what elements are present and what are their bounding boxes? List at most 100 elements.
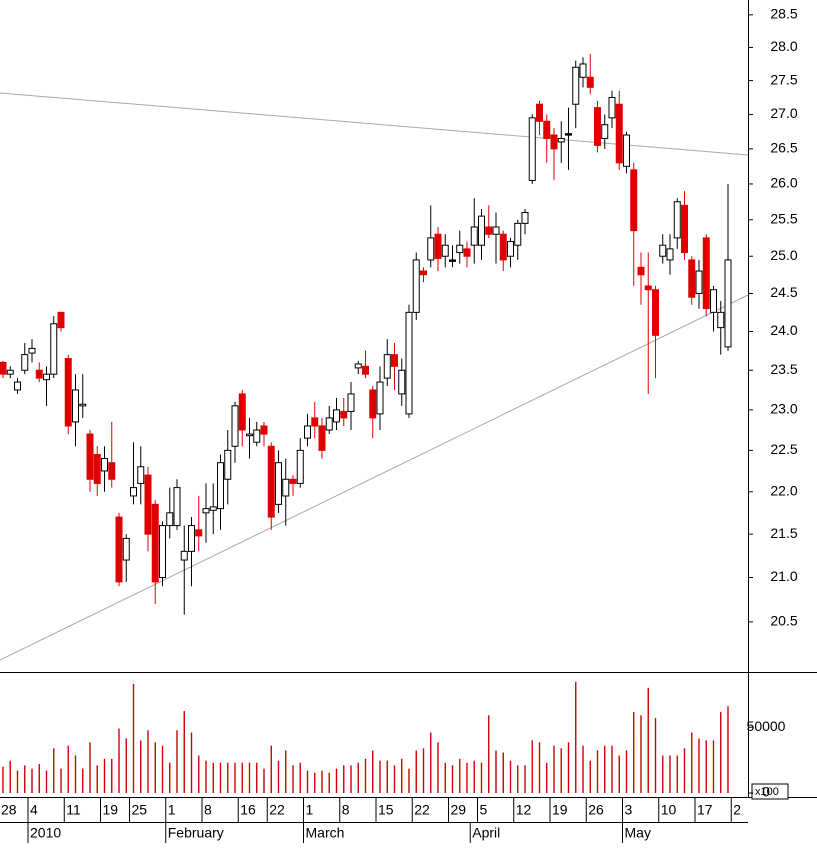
x-tick-label: 8 <box>204 802 212 818</box>
x-tick-label: 28 <box>1 802 17 818</box>
candle-body <box>659 244 667 257</box>
y-tick-label: 25.5 <box>770 210 797 226</box>
candle-body <box>630 169 638 232</box>
candle-body <box>217 462 224 510</box>
candle-body <box>325 417 333 431</box>
candle-body <box>441 244 449 257</box>
candle-body <box>391 354 398 367</box>
x-tick-label: 29 <box>451 802 467 818</box>
candle-body <box>173 487 181 527</box>
y-tick-label: 24.0 <box>770 322 797 338</box>
candle-body <box>296 449 304 484</box>
x-tick-label: 1 <box>168 802 176 818</box>
candle-body <box>601 124 609 139</box>
candle-body <box>282 478 290 497</box>
candle-body <box>427 237 435 261</box>
candle-body <box>238 393 246 431</box>
candle-body <box>14 381 21 391</box>
y-tick-label: 26.0 <box>770 175 797 191</box>
candle-body <box>43 373 50 381</box>
month-label: March <box>306 825 345 841</box>
x-tick-label: 22 <box>414 802 430 818</box>
candle-body <box>275 462 282 505</box>
candle-body <box>623 134 630 167</box>
candle-body <box>608 96 616 119</box>
month-label: 2010 <box>30 825 61 841</box>
candle-body <box>180 550 188 561</box>
candle-body <box>615 103 623 164</box>
y-tick-label: 21.5 <box>770 525 797 541</box>
candle-body <box>57 311 65 329</box>
y-tick-label: 22.5 <box>770 441 797 457</box>
candle-body <box>695 270 703 294</box>
unit-label: x100 <box>755 786 779 798</box>
candle-body <box>557 137 565 143</box>
candle-body <box>209 506 217 511</box>
candle-body <box>267 445 275 518</box>
y-tick-label: 22.0 <box>770 482 797 498</box>
candle-body <box>470 226 478 246</box>
candle-body <box>195 529 203 537</box>
candle-body <box>340 410 348 419</box>
candle-body <box>202 508 210 514</box>
x-tick-label: 4 <box>30 802 38 818</box>
y-tick-label: 27.0 <box>770 105 797 121</box>
x-tick-label: 5 <box>480 802 488 818</box>
candle-body <box>166 512 174 527</box>
candle-body <box>28 347 36 354</box>
candle-body <box>122 537 130 561</box>
candle-body <box>565 133 572 136</box>
candle-body <box>253 429 261 443</box>
x-tick-label: 8 <box>342 802 350 818</box>
candle-body <box>108 462 116 480</box>
candle-body <box>550 134 558 150</box>
candle-body <box>398 369 406 395</box>
candle-body <box>463 248 471 257</box>
candle-body <box>318 425 326 451</box>
candle-body <box>347 393 355 412</box>
candle-body <box>130 487 137 497</box>
candle-body <box>652 289 659 336</box>
candle-body <box>434 233 442 259</box>
candle-body <box>304 425 311 439</box>
candle-body <box>137 466 145 484</box>
x-tick-label: 19 <box>103 802 119 818</box>
candle-body <box>420 270 427 276</box>
x-tick-label: 2 <box>733 802 741 818</box>
candle-body <box>115 516 123 583</box>
candle-body <box>521 212 529 224</box>
candle-body <box>64 358 72 427</box>
candle-body <box>688 259 696 298</box>
candle-body <box>6 369 14 375</box>
candle-body <box>485 226 493 235</box>
y-tick-label: 21.0 <box>770 568 797 584</box>
y-tick-label: 24.5 <box>770 284 797 300</box>
candle-body <box>536 103 543 122</box>
candle-body <box>101 458 108 472</box>
candle-body <box>188 525 195 552</box>
candle-body <box>456 244 464 254</box>
candle-body <box>72 389 79 423</box>
candle-body <box>514 222 522 246</box>
x-tick-label: 17 <box>697 802 713 818</box>
candle-body <box>79 403 87 407</box>
x-tick-label: 1 <box>306 802 314 818</box>
x-tick-label: 19 <box>552 802 568 818</box>
candle-body <box>579 63 587 78</box>
x-tick-label: 11 <box>66 802 81 818</box>
candle-body <box>492 226 500 235</box>
y-tick-label: 23.0 <box>770 401 797 417</box>
candle-body <box>369 389 377 419</box>
candle-body <box>644 285 652 291</box>
month-label: May <box>625 825 651 841</box>
candle-body <box>637 266 645 276</box>
y-tick-label: 27.5 <box>770 71 797 87</box>
candle-body <box>151 503 159 583</box>
x-tick-label: 15 <box>378 802 394 818</box>
candle-body <box>231 405 239 447</box>
candle-body <box>717 311 725 329</box>
x-tick-label: 22 <box>269 802 285 818</box>
y-tick-label: 28.0 <box>770 38 797 54</box>
